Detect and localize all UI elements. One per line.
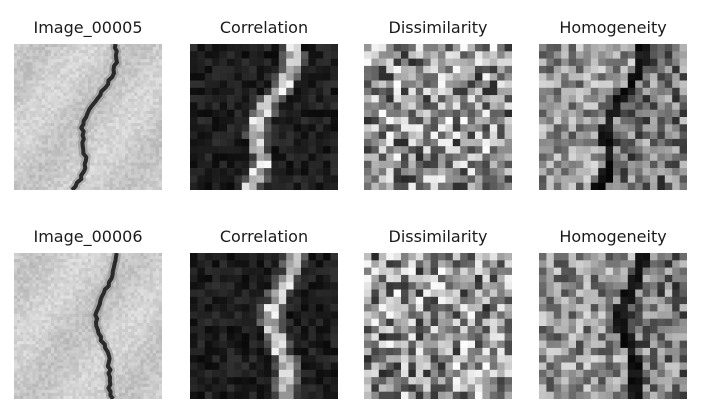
crack-photo (14, 253, 162, 399)
correlation-map (190, 253, 338, 399)
dissimilarity-map (364, 44, 512, 190)
panel-title: Image_00006 (33, 227, 143, 246)
panel-title: Homogeneity (559, 227, 667, 246)
panel-title: Dissimilarity (388, 227, 488, 246)
dissimilarity-map (364, 253, 512, 399)
correlation-map (190, 44, 338, 190)
homogeneity-map (539, 253, 687, 399)
homogeneity-map (539, 44, 687, 190)
panel-title: Homogeneity (559, 18, 667, 37)
panel-title: Correlation (219, 227, 309, 246)
panel-title: Image_00005 (33, 18, 143, 37)
crack-photo (14, 44, 162, 190)
panel-title: Dissimilarity (388, 18, 488, 37)
panel-title: Correlation (219, 18, 309, 37)
